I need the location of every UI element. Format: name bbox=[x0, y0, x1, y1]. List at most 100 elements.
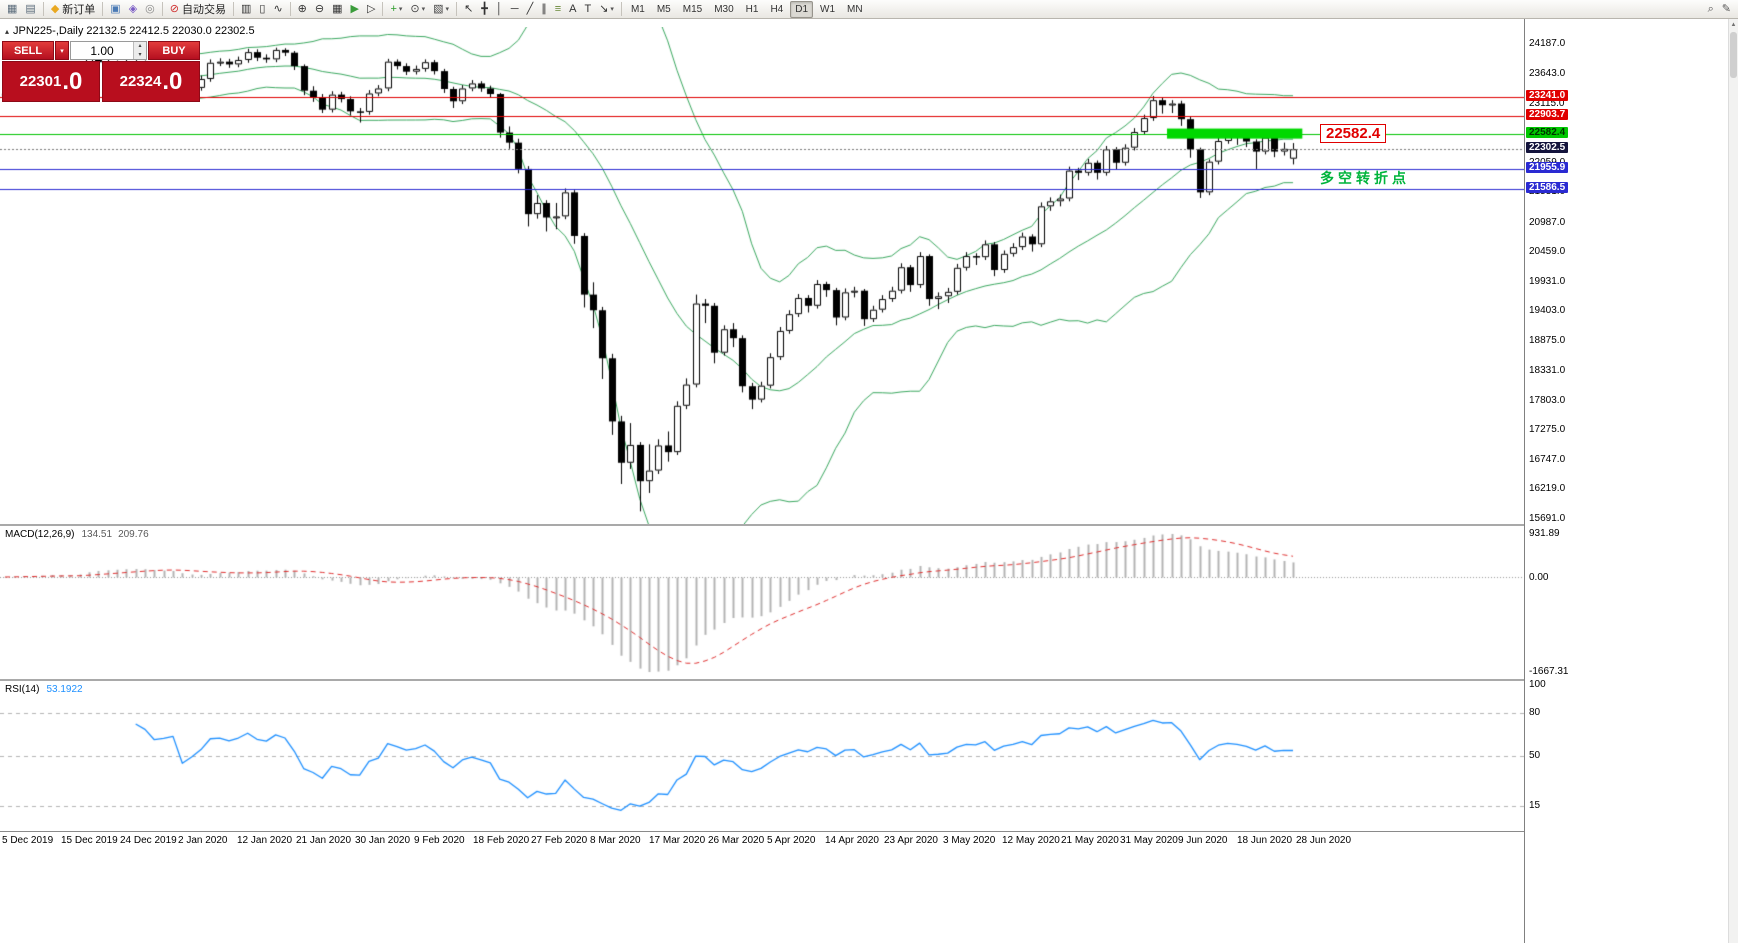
date-label: 23 Apr 2020 bbox=[884, 835, 938, 846]
vertical-line-button[interactable]: │ bbox=[493, 1, 506, 18]
price-chart-canvas[interactable] bbox=[0, 27, 1524, 524]
date-label: 28 Jun 2020 bbox=[1296, 835, 1352, 846]
equidistant-channel-icon: ∥ bbox=[541, 2, 547, 15]
price-callout-label[interactable]: 22582.4 bbox=[1320, 124, 1387, 143]
auto-scroll-button[interactable]: ▶ bbox=[348, 1, 362, 18]
volume-decrease-button[interactable]: ▾ bbox=[134, 50, 146, 59]
collapse-panel-icon[interactable]: ▴ bbox=[5, 27, 10, 36]
date-label: 21 Jan 2020 bbox=[296, 835, 352, 846]
arrows-icon: ↘ bbox=[599, 2, 609, 15]
metaeditor-icon: ◎ bbox=[145, 2, 155, 15]
volume-input[interactable] bbox=[71, 42, 133, 59]
crosshair-button[interactable]: ╋ bbox=[478, 1, 491, 18]
price-tick: 16219.0 bbox=[1529, 483, 1566, 494]
timeframe-mn-button[interactable]: MN bbox=[842, 1, 868, 18]
text-button[interactable]: A bbox=[566, 1, 579, 18]
toolbar-separator bbox=[161, 2, 163, 16]
arrows-button[interactable]: ↘ ▾ bbox=[596, 1, 617, 18]
chart-shift-button[interactable]: ▷ bbox=[364, 1, 378, 18]
periods-icon: ⊙ bbox=[410, 2, 420, 15]
zoom-out-button[interactable]: ⊖ bbox=[312, 1, 327, 18]
date-label: 14 Apr 2020 bbox=[825, 835, 879, 846]
quick-edit-icon: ✎ bbox=[1721, 2, 1731, 15]
date-label: 9 Feb 2020 bbox=[414, 835, 465, 846]
search-icon: ⌕ bbox=[1707, 2, 1714, 15]
candlestick-mode-button[interactable]: ▯ bbox=[256, 1, 268, 18]
metaeditor-button[interactable]: ◎ bbox=[142, 1, 158, 18]
line-chart-mode-icon: ∿ bbox=[273, 2, 283, 15]
profiles-icon: ▤ bbox=[25, 2, 36, 15]
panel-separator[interactable] bbox=[0, 524, 1738, 526]
date-label: 12 May 2020 bbox=[1002, 835, 1060, 846]
timeframe-d1-button[interactable]: D1 bbox=[790, 0, 814, 18]
rsi-panel-canvas[interactable] bbox=[0, 681, 1524, 831]
macd-panel-canvas[interactable] bbox=[0, 526, 1524, 679]
text-label-button[interactable]: T bbox=[581, 1, 594, 18]
volume-increase-button[interactable]: ▴ bbox=[134, 42, 146, 51]
date-label: 31 May 2020 bbox=[1120, 835, 1178, 846]
toolbar-separator bbox=[42, 2, 44, 16]
templates-icon: ▧ bbox=[433, 2, 444, 15]
one-click-trading-panel: SELL ▾ ▴ ▾ BUY 22301.0 22324.0 bbox=[2, 41, 200, 102]
date-label: 18 Feb 2020 bbox=[473, 835, 530, 846]
vertical-scrollbar[interactable]: ▲ bbox=[1728, 19, 1738, 943]
turning-point-annotation[interactable]: 多空转折点 bbox=[1320, 170, 1410, 186]
panel-separator[interactable] bbox=[0, 679, 1738, 681]
timeframe-m5-button[interactable]: M5 bbox=[652, 1, 676, 18]
rsi-axis-tick: 100 bbox=[1529, 679, 1546, 690]
search-button[interactable]: ⌕ bbox=[1705, 1, 1717, 18]
crosshair-icon: ╋ bbox=[481, 2, 488, 15]
indicators-button[interactable]: + ▾ bbox=[387, 1, 405, 18]
strategy-tester-button[interactable]: ◈ bbox=[126, 1, 140, 18]
buy-button[interactable]: BUY bbox=[148, 41, 200, 60]
fibonacci-button[interactable]: ≡ bbox=[552, 1, 564, 18]
new-chart-button[interactable]: ▦ bbox=[4, 1, 20, 18]
rsi-axis-tick: 15 bbox=[1529, 800, 1541, 811]
terminal-button[interactable]: ▣ bbox=[107, 1, 123, 18]
tile-windows-button[interactable]: ▦ bbox=[329, 1, 345, 18]
new-order-label: 新订单 bbox=[62, 4, 96, 16]
sell-button[interactable]: SELL bbox=[2, 41, 54, 60]
horizontal-line-button[interactable]: ─ bbox=[508, 1, 522, 18]
scroll-up-icon[interactable]: ▲ bbox=[1730, 22, 1737, 28]
price-badge: 22903.7 bbox=[1526, 109, 1569, 120]
trendline-button[interactable]: ╱ bbox=[524, 1, 537, 18]
quick-edit-button[interactable]: ✎ bbox=[1719, 1, 1734, 18]
profiles-button[interactable]: ▤ bbox=[22, 1, 38, 18]
price-tick: 20459.0 bbox=[1529, 246, 1566, 257]
equidistant-channel-button[interactable]: ∥ bbox=[538, 1, 550, 18]
timeframe-m30-button[interactable]: M30 bbox=[709, 1, 738, 18]
timeframe-h4-button[interactable]: H4 bbox=[765, 1, 788, 18]
price-tick: 16747.0 bbox=[1529, 454, 1566, 465]
macd-axis-max: 931.89 bbox=[1529, 528, 1560, 539]
timeframe-h1-button[interactable]: H1 bbox=[741, 1, 764, 18]
bar-chart-mode-icon: ▥ bbox=[240, 2, 252, 15]
timeframe-m15-button[interactable]: M15 bbox=[678, 1, 707, 18]
timeframe-m1-button[interactable]: M1 bbox=[626, 1, 650, 18]
price-tick: 17275.0 bbox=[1529, 424, 1566, 435]
buy-price[interactable]: 22324.0 bbox=[102, 61, 200, 102]
zoom-in-button[interactable]: ⊕ bbox=[295, 1, 310, 18]
time-axis[interactable]: 5 Dec 2019 15 Dec 2019 24 Dec 2019 2 Jan 20… bbox=[0, 833, 1524, 849]
cursor-button[interactable]: ↖ bbox=[461, 1, 476, 18]
templates-button[interactable]: ▧ ▾ bbox=[430, 1, 452, 18]
new-order-button[interactable]: ◆ 新订单 bbox=[48, 1, 98, 18]
timeframe-w1-button[interactable]: W1 bbox=[815, 1, 840, 18]
auto-trading-button[interactable]: ⊘ 自动交易 bbox=[167, 1, 229, 18]
price-axis[interactable]: 24187.023643.023115.022587.022059.021531… bbox=[1524, 19, 1728, 943]
price-tick: 15691.0 bbox=[1529, 513, 1566, 524]
chart-shift-icon: ▷ bbox=[366, 2, 376, 15]
rsi-value: 53.1922 bbox=[46, 684, 83, 695]
line-chart-mode-button[interactable]: ∿ bbox=[270, 1, 285, 18]
periods-button[interactable]: ⊙ ▾ bbox=[407, 1, 428, 18]
indicators-icon: + bbox=[390, 2, 397, 15]
order-options-dropdown[interactable]: ▾ bbox=[55, 41, 69, 60]
chevron-down-icon: ▾ bbox=[610, 6, 614, 13]
date-label: 2 Jan 2020 bbox=[178, 835, 228, 846]
horizontal-line-icon: ─ bbox=[510, 2, 519, 15]
macd-signal-value: 209.76 bbox=[118, 529, 149, 540]
scrollbar-thumb[interactable] bbox=[1730, 32, 1737, 78]
sell-price[interactable]: 22301.0 bbox=[2, 61, 100, 102]
date-label: 27 Feb 2020 bbox=[531, 835, 588, 846]
bar-chart-mode-button[interactable]: ▥ bbox=[238, 1, 254, 18]
